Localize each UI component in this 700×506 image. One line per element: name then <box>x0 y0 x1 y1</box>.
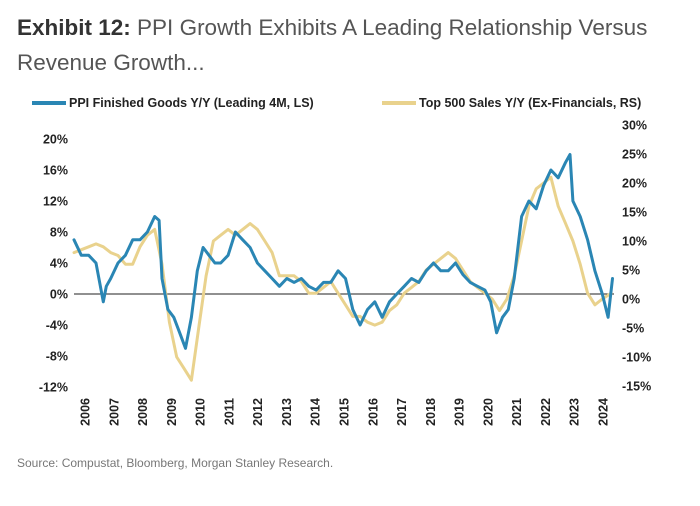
series-line-sales <box>72 175 613 382</box>
x-tick-label: 2020 <box>481 398 495 426</box>
y-left-tick-label: -4% <box>46 319 68 333</box>
y-right-tick-label: 10% <box>622 235 647 249</box>
y-right-tick-label: -10% <box>622 351 651 365</box>
x-tick-label: 2014 <box>309 398 323 426</box>
y-right-tick-label: 15% <box>622 206 647 220</box>
legend: PPI Finished Goods Y/Y (Leading 4M, LS) … <box>32 96 672 116</box>
source-note: Source: Compustat, Bloomberg, Morgan Sta… <box>17 456 334 470</box>
x-tick-label: 2010 <box>194 398 208 426</box>
y-left-tick-label: -12% <box>39 381 68 395</box>
y-left-tick-label: 16% <box>43 164 68 178</box>
x-tick-label: 2018 <box>424 398 438 426</box>
x-tick-label: 2016 <box>366 398 380 426</box>
legend-label-ppi: PPI Finished Goods Y/Y (Leading 4M, LS) <box>69 96 314 110</box>
x-tick-label: 2012 <box>251 398 265 426</box>
y-right-tick-label: 30% <box>622 119 647 133</box>
x-tick-label: 2017 <box>395 398 409 426</box>
y-right-tick-label: -15% <box>622 380 651 394</box>
x-tick-label: 2024 <box>597 398 611 426</box>
y-left-tick-label: 20% <box>43 133 68 147</box>
y-right-tick-label: 0% <box>622 293 640 307</box>
x-tick-label: 2008 <box>136 398 150 426</box>
y-right-tick-label: 5% <box>622 264 640 278</box>
y-left-tick-label: 4% <box>50 257 68 271</box>
exhibit-number: Exhibit 12: <box>17 15 131 40</box>
x-tick-label: 2009 <box>165 398 179 426</box>
y-left-tick-label: 12% <box>43 195 68 209</box>
x-tick-label: 2022 <box>539 398 553 426</box>
title-text: PPI Growth Exhibits A Leading Relationsh… <box>17 15 648 75</box>
x-tick-label: 2006 <box>79 398 93 426</box>
legend-item-ppi: PPI Finished Goods Y/Y (Leading 4M, LS) <box>32 96 314 110</box>
x-tick-label: 2023 <box>568 398 582 426</box>
legend-item-sales: Top 500 Sales Y/Y (Ex-Financials, RS) <box>382 96 641 110</box>
x-tick-label: 2011 <box>222 398 236 425</box>
x-tick-label: 2015 <box>338 398 352 426</box>
legend-swatch-ppi <box>32 101 66 105</box>
y-left-tick-label: 8% <box>50 226 68 240</box>
legend-swatch-sales <box>382 101 416 105</box>
y-left-tick-label: -8% <box>46 350 68 364</box>
x-tick-label: 2007 <box>107 398 121 426</box>
y-right-tick-label: -5% <box>622 322 644 336</box>
y-right-tick-label: 20% <box>622 177 647 191</box>
x-tick-label: 2019 <box>453 398 467 426</box>
y-left-tick-label: 0% <box>50 288 68 302</box>
x-tick-label: 2013 <box>280 398 294 426</box>
chart-title: Exhibit 12: PPI Growth Exhibits A Leadin… <box>17 10 687 80</box>
y-right-tick-label: 25% <box>622 148 647 162</box>
series-line-ppi <box>72 153 614 350</box>
x-tick-label: 2021 <box>510 398 524 426</box>
legend-label-sales: Top 500 Sales Y/Y (Ex-Financials, RS) <box>419 96 642 110</box>
